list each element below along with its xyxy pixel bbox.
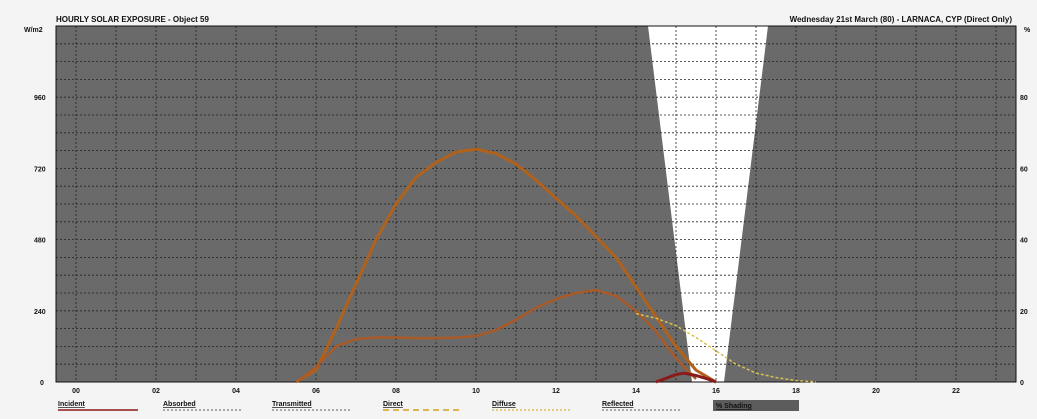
legend-label-absorbed: Absorbed (163, 401, 196, 408)
y-right-unit-label: % (1024, 27, 1031, 34)
y-tick-label: 720 (34, 166, 46, 173)
y-tick-label: 240 (34, 309, 46, 316)
y-tick-label: 0 (40, 380, 44, 387)
chart-title-left: HOURLY SOLAR EXPOSURE - Object 59 (56, 15, 209, 24)
y-tick-label: 960 (34, 95, 46, 102)
legend-label-incident: Incident (58, 401, 86, 408)
data-series (295, 147, 817, 384)
y2-tick-label: 80 (1020, 95, 1028, 102)
x-tick-label: 12 (552, 388, 560, 395)
y2-tick-label: 40 (1020, 238, 1028, 245)
legend: Incident Absorbed Transmitted Direct Diffuse… (58, 400, 799, 411)
y-left-unit-label: W/m2 (24, 27, 43, 34)
series-line-diffuse (635, 313, 817, 383)
y-axis-left-ticks: 240 480 720 960 0 (34, 95, 46, 387)
x-tick-label: 08 (392, 388, 400, 395)
title-bar (52, 14, 1030, 26)
legend-label-shading: % Shading (716, 403, 752, 410)
y2-tick-label: 20 (1020, 309, 1028, 316)
plot-frame (55, 25, 1017, 383)
grid-lines (55, 25, 1017, 383)
x-axis-ticks: 00 02 04 06 08 10 12 14 16 18 20 22 (72, 388, 960, 395)
legend-label-direct: Direct (383, 401, 404, 408)
legend-label-transmitted: Transmitted (272, 401, 312, 408)
y2-tick-label: 60 (1020, 166, 1028, 173)
x-tick-label: 20 (872, 388, 880, 395)
legend-label-reflected: Reflected (602, 401, 634, 408)
x-tick-label: 10 (472, 388, 480, 395)
series-line-incident (655, 371, 717, 384)
x-tick-label: 04 (232, 388, 240, 395)
x-tick-label: 06 (312, 388, 320, 395)
y-tick-label: 480 (34, 238, 46, 245)
x-tick-label: 22 (952, 388, 960, 395)
legend-swatch-shading (713, 400, 799, 411)
series-line-lower_curve (295, 288, 697, 384)
x-tick-label: 14 (632, 388, 640, 395)
x-tick-label: 00 (72, 388, 80, 395)
series-line-total_curve (295, 147, 717, 384)
x-tick-label: 02 (152, 388, 160, 395)
chart-title-right: Wednesday 21st March (80) - LARNACA, CYP… (790, 15, 1013, 24)
x-tick-label: 16 (712, 388, 720, 395)
x-tick-label: 18 (792, 388, 800, 395)
legend-label-diffuse: Diffuse (492, 401, 516, 408)
y-axis-right-ticks: 20 40 60 80 0 (1020, 95, 1028, 387)
y2-tick-label: 0 (1020, 380, 1024, 387)
